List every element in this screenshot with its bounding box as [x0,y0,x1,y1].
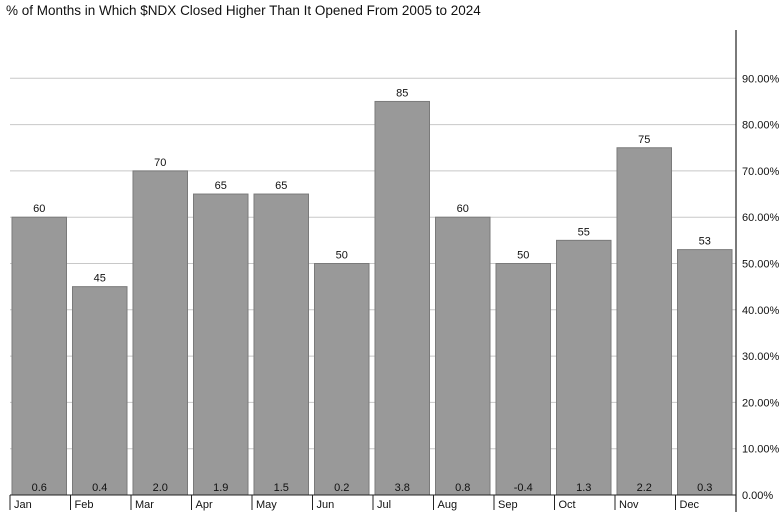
x-tick-label: Aug [438,499,458,511]
inner-label: 3.8 [395,482,410,494]
value-labels: 60 45 70 65 65 50 85 60 50 55 75 53 [33,87,711,284]
y-tick-label: 80.00% [742,120,780,132]
bar [435,216,491,496]
inner-label: 0.4 [92,482,107,494]
bar [314,263,370,496]
value-label: 50 [517,250,529,262]
inner-label: 0.3 [697,482,712,494]
inner-label: -0.4 [514,482,533,494]
value-label: 65 [275,180,287,192]
x-tick-label: Apr [196,499,213,511]
value-label: 65 [215,180,227,192]
y-tick-label: 30.00% [742,351,780,363]
inner-label: 0.6 [32,482,47,494]
value-label: 50 [336,250,348,262]
value-label: 85 [396,87,408,99]
bars [11,100,733,496]
bar [677,249,733,496]
y-tick-label: 0.00% [742,490,773,502]
inner-label: 2.2 [637,482,652,494]
y-tick-label: 20.00% [742,397,780,409]
inner-labels: 0.6 0.4 2.0 1.9 1.5 0.2 3.8 0.8 -0.4 1.3 2.2 0.3 [32,482,713,494]
y-tick-label: 70.00% [742,166,780,178]
bar [616,147,672,496]
y-tick-label: 40.00% [742,305,780,317]
axes [9,30,737,512]
bar [556,239,612,496]
x-tick-labels: Jan Feb Mar Apr May Jun Jul Aug Sep Oct Nov Dec [14,499,700,511]
value-label: 45 [94,273,106,285]
bar [253,193,309,496]
x-tick-label: Mar [135,499,154,511]
y-tick-label: 90.00% [742,73,780,85]
x-tick-label: Jan [14,499,32,511]
bar [72,286,128,496]
inner-label: 1.9 [213,482,228,494]
value-label: 60 [33,203,45,215]
value-label: 55 [578,226,590,238]
inner-label: 0.2 [334,482,349,494]
x-tick-label: Sep [498,499,518,511]
x-tick-label: May [256,499,277,511]
grid-lines [10,77,736,450]
inner-label: 0.8 [455,482,470,494]
x-tick-label: Feb [75,499,94,511]
bar [495,263,551,496]
x-tick-label: Jul [377,499,391,511]
chart-title: % of Months in Which $NDX Closed Higher … [6,3,481,18]
y-tick-labels: 0.00% 10.00% 20.00% 30.00% 40.00% 50.00% 60.00… [742,73,780,502]
inner-label: 2.0 [153,482,168,494]
x-tick-label: Oct [559,499,576,511]
value-label: 70 [154,157,166,169]
y-tick-label: 10.00% [742,444,780,456]
inner-label: 1.3 [576,482,591,494]
value-label: 60 [457,203,469,215]
bar [193,193,249,496]
bar [132,170,188,496]
x-tick-label: Dec [680,499,700,511]
y-tick-label: 60.00% [742,212,780,224]
bar [374,100,430,496]
inner-label: 1.5 [274,482,289,494]
value-label: 53 [699,236,711,248]
y-tick-label: 50.00% [742,259,780,271]
x-tick-label: Jun [317,499,335,511]
x-tick-label: Nov [619,499,639,511]
bar [11,216,67,496]
value-label: 75 [638,134,650,146]
